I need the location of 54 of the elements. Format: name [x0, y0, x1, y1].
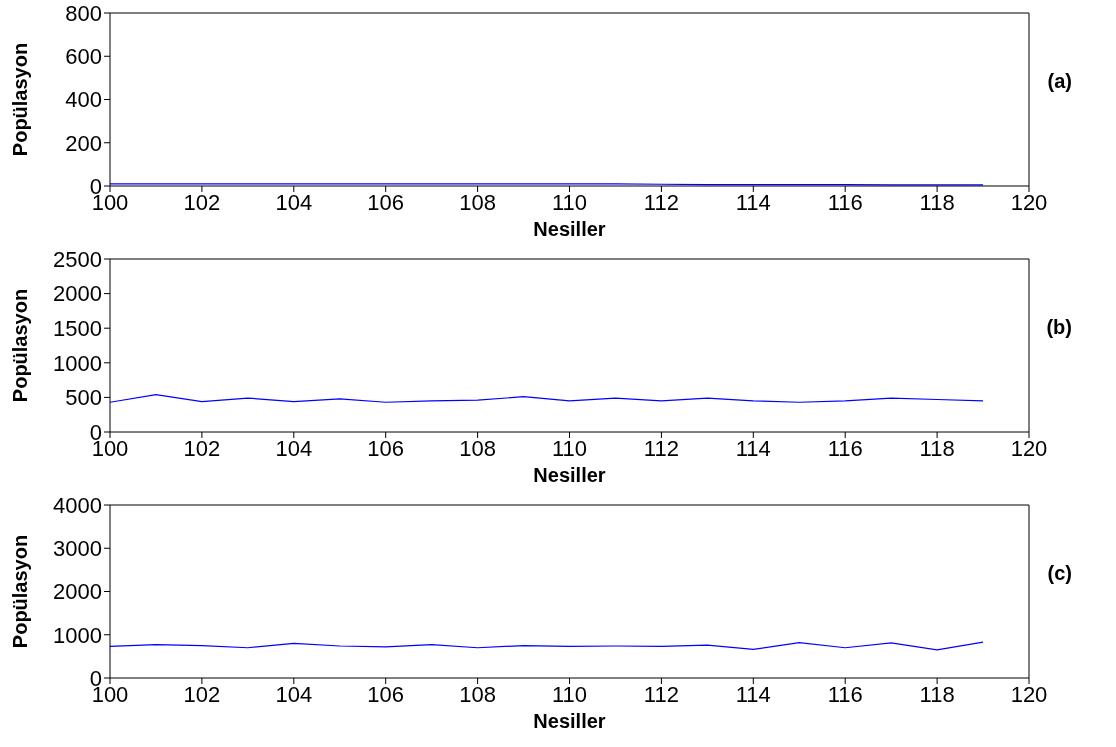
x-tick-label: 108 — [459, 189, 496, 215]
x-tick-label: 106 — [367, 189, 405, 215]
x-tick-label: 104 — [275, 189, 313, 215]
x-tick-label: 112 — [643, 681, 679, 707]
x-axis-title: Nesiller — [533, 710, 606, 732]
x-tick-label: 116 — [827, 189, 863, 215]
x-tick-label: 102 — [183, 435, 221, 461]
y-tick-label: 3000 — [53, 536, 102, 562]
x-tick-label: 118 — [919, 435, 955, 461]
y-tick-label: 1000 — [53, 350, 102, 376]
y-tick-label: 200 — [65, 130, 102, 156]
y-tick-label: 2000 — [53, 579, 102, 605]
y-tick-label: 600 — [65, 44, 102, 70]
x-tick-label: 112 — [643, 435, 679, 461]
x-tick-label: 118 — [919, 189, 955, 215]
x-tick-label: 120 — [1010, 681, 1048, 707]
y-axis-title: Popülasyon — [9, 42, 32, 157]
y-tick-label: 800 — [65, 0, 102, 26]
x-tick-label: 120 — [1010, 435, 1048, 461]
x-tick-label: 110 — [551, 189, 588, 215]
text: (a) — [1047, 70, 1072, 93]
x-tick-label: 120 — [1010, 189, 1048, 215]
y-tick-label: 4000 — [53, 492, 102, 518]
y-tick-label: 1000 — [53, 622, 102, 648]
x-tick-label: 118 — [919, 681, 955, 707]
y-tick-label: 500 — [65, 385, 102, 411]
y-axis-title: Popülasyon — [9, 534, 32, 649]
x-tick-label: 112 — [643, 189, 679, 215]
x-tick-label: 110 — [551, 435, 588, 461]
x-tick-label: 110 — [551, 681, 588, 707]
y-tick-label: 400 — [65, 87, 102, 113]
x-tick-label: 104 — [275, 435, 313, 461]
text: (c) — [1047, 562, 1072, 585]
x-tick-label: 116 — [827, 435, 863, 461]
x-tick-label: 114 — [735, 681, 771, 707]
x-tick-label: 114 — [735, 435, 771, 461]
line-series — [110, 641, 984, 651]
line-series — [110, 394, 984, 403]
x-axis-title: Nesiller — [533, 218, 606, 240]
x-tick-label: 102 — [183, 681, 221, 707]
x-tick-label: 108 — [459, 681, 496, 707]
x-tick-label: 106 — [367, 681, 405, 707]
x-tick-label: 104 — [275, 681, 313, 707]
y-tick-label: 1500 — [53, 316, 102, 342]
y-axis-title: Popülasyon — [9, 288, 32, 403]
x-tick-label: 108 — [459, 435, 496, 461]
y-tick-label: 2000 — [53, 281, 102, 307]
x-axis-title: Nesiller — [533, 464, 606, 486]
x-tick-label: 106 — [367, 435, 405, 461]
x-tick-label: 102 — [183, 189, 221, 215]
y-tick-label: 2500 — [53, 246, 102, 272]
text: (b) — [1046, 316, 1072, 339]
x-tick-label: 114 — [735, 189, 771, 215]
x-tick-label: 116 — [827, 681, 863, 707]
